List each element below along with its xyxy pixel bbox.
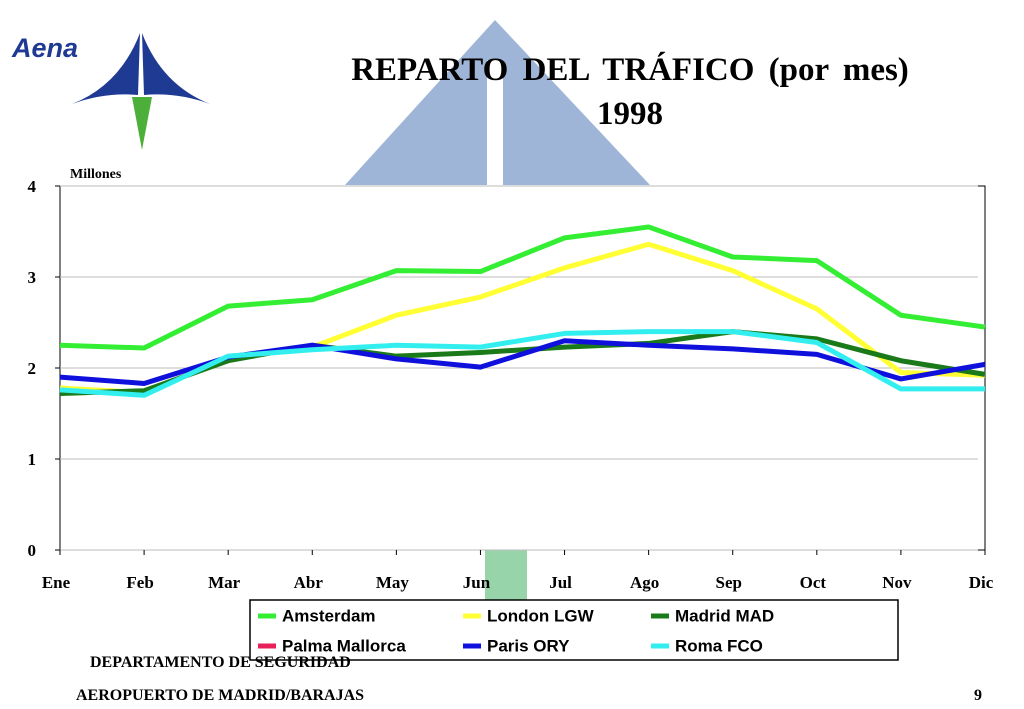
x-tick-label: May (376, 573, 410, 592)
footer-airport: AEROPUERTO DE MADRID/BARAJAS (76, 687, 364, 704)
chart-title: REPARTO DEL TRÁFICO (por mes) (351, 51, 909, 88)
legend-label: Paris ORY (487, 636, 570, 655)
y-tick-label: 3 (28, 268, 37, 287)
x-tick-label: Oct (800, 573, 827, 592)
page-number: 9 (974, 687, 982, 704)
x-tick-label: Nov (882, 573, 912, 592)
legend-label: London LGW (487, 606, 595, 625)
legend-label: Madrid MAD (675, 606, 774, 625)
watermark (345, 20, 650, 600)
y-tick-label: 4 (28, 177, 37, 196)
x-tick-label: Jul (549, 573, 572, 592)
y-tick-label: 1 (28, 450, 37, 469)
x-tick-label: Sep (715, 573, 741, 592)
x-tick-label: Jun (463, 573, 491, 592)
chart-subtitle: 1998 (597, 96, 663, 132)
series-line (59, 329, 985, 398)
x-tick-label: Abr (294, 573, 324, 592)
x-tick-label: Mar (208, 573, 241, 592)
lines (59, 224, 986, 398)
logo: Aena (11, 33, 210, 150)
y-tick-label: 0 (28, 541, 37, 560)
x-tick-label: Feb (126, 573, 153, 592)
y-axis-label: Millones (70, 167, 122, 182)
x-tick-label: Ago (630, 573, 659, 592)
legend-label: Palma Mallorca (282, 636, 406, 655)
legend-box (249, 599, 899, 661)
logo-text: Aena (11, 33, 78, 63)
footer-department: DEPARTAMENTO DE SEGURIDAD (90, 654, 351, 671)
y-tick-label: 2 (28, 359, 37, 378)
legend: Amsterdam London LGW Madrid MAD Palma Mallo… (258, 606, 774, 655)
series-line (59, 224, 986, 351)
x-tick-label: Ene (42, 573, 71, 592)
x-tick-label: Dic (969, 573, 994, 592)
series-line (59, 329, 986, 396)
legend-label: Amsterdam (282, 606, 376, 625)
axis: 0 1 2 3 4 Ene Feb Mar Abr May Jun Jul Ago Sep Oct Nov Di… (28, 177, 994, 592)
legend-label: Roma FCO (675, 636, 763, 655)
